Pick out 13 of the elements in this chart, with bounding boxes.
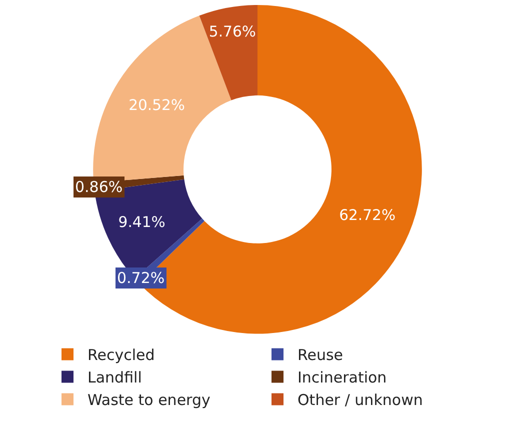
data-label: 20.52% — [128, 97, 185, 114]
legend-label: Recycled — [88, 346, 155, 364]
donut-slice — [199, 5, 258, 100]
data-label: 62.72% — [339, 207, 396, 224]
legend-label: Reuse — [298, 346, 344, 364]
legend-label: Other / unknown — [298, 391, 423, 410]
data-label: 9.41% — [118, 214, 166, 231]
legend-label: Waste to energy — [88, 391, 210, 410]
legend-label: Landfill — [88, 368, 142, 387]
data-label: 0.72% — [117, 269, 165, 287]
data-label: 5.76% — [208, 24, 256, 41]
data-label: 0.86% — [75, 178, 123, 196]
legend-label: Incineration — [298, 368, 387, 387]
